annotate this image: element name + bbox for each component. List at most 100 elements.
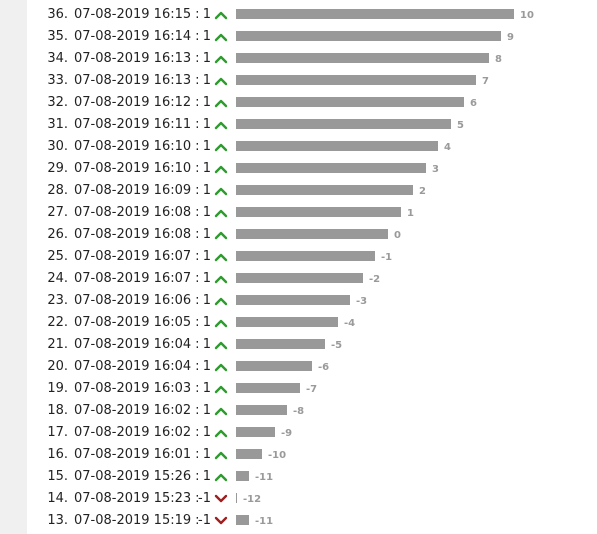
score-label: -11 bbox=[255, 472, 274, 483]
chevron-up-icon bbox=[214, 33, 228, 42]
entry-rank: 19. bbox=[47, 381, 68, 396]
list-item: 16. 07-08-2019 16:01:1 -10 bbox=[0, 443, 597, 465]
entry-vote-value: 1 bbox=[202, 183, 211, 198]
separator: : bbox=[195, 293, 200, 308]
entry-vote-value: -1 bbox=[198, 491, 211, 506]
score-bar bbox=[236, 405, 287, 415]
list-item: 32. 07-08-2019 16:12:1 6 bbox=[0, 91, 597, 113]
entry-vote-value: 1 bbox=[202, 381, 211, 396]
score-label: -4 bbox=[344, 318, 356, 329]
chevron-up-icon bbox=[214, 473, 228, 482]
chevron-up-icon bbox=[214, 297, 228, 306]
chevron-up-icon bbox=[214, 55, 228, 64]
score-label: -1 bbox=[381, 252, 393, 263]
separator: : bbox=[195, 227, 200, 242]
separator: : bbox=[195, 29, 200, 44]
entry-timestamp: 07-08-2019 16:08: bbox=[74, 205, 200, 220]
entry-timestamp: 07-08-2019 15:23: bbox=[74, 491, 200, 506]
score-label: 4 bbox=[444, 142, 451, 153]
entry-rank: 15. bbox=[47, 469, 68, 484]
separator: : bbox=[195, 447, 200, 462]
score-bar bbox=[236, 97, 464, 107]
timestamp-text: 07-08-2019 16:01 bbox=[74, 447, 192, 462]
chevron-up-icon bbox=[214, 385, 228, 394]
entry-timestamp: 07-08-2019 16:02: bbox=[74, 403, 200, 418]
entry-vote-value: 1 bbox=[202, 359, 211, 374]
list-item: 28. 07-08-2019 16:09:1 2 bbox=[0, 179, 597, 201]
score-label: 0 bbox=[394, 230, 401, 241]
entry-rank: 25. bbox=[47, 249, 68, 264]
entry-vote-value: 1 bbox=[202, 51, 211, 66]
timestamp-text: 07-08-2019 15:26 bbox=[74, 469, 192, 484]
entry-vote-value: 1 bbox=[202, 227, 211, 242]
entry-timestamp: 07-08-2019 16:05: bbox=[74, 315, 200, 330]
entry-rank: 18. bbox=[47, 403, 68, 418]
separator: : bbox=[195, 73, 200, 88]
separator: : bbox=[195, 205, 200, 220]
entry-timestamp: 07-08-2019 16:07: bbox=[74, 271, 200, 286]
score-bar bbox=[236, 449, 262, 459]
entry-vote-value: 1 bbox=[202, 469, 211, 484]
entry-timestamp: 07-08-2019 16:11: bbox=[74, 117, 200, 132]
chevron-down-icon bbox=[214, 494, 228, 503]
score-bar bbox=[236, 471, 249, 481]
entry-rank: 30. bbox=[47, 139, 68, 154]
entry-vote-value: 1 bbox=[202, 403, 211, 418]
list-item: 21. 07-08-2019 16:04:1 -5 bbox=[0, 333, 597, 355]
score-bar bbox=[236, 75, 476, 85]
list-item: 33. 07-08-2019 16:13:1 7 bbox=[0, 69, 597, 91]
list-item: 20. 07-08-2019 16:04:1 -6 bbox=[0, 355, 597, 377]
timestamp-text: 07-08-2019 16:08 bbox=[74, 227, 192, 242]
entry-rank: 24. bbox=[47, 271, 68, 286]
score-bar bbox=[236, 493, 237, 503]
list-item: 23. 07-08-2019 16:06:1 -3 bbox=[0, 289, 597, 311]
score-label: -5 bbox=[331, 340, 343, 351]
timestamp-text: 07-08-2019 15:23 bbox=[74, 491, 192, 506]
score-label: 9 bbox=[507, 32, 514, 43]
list-item: 26. 07-08-2019 16:08:1 0 bbox=[0, 223, 597, 245]
entry-timestamp: 07-08-2019 15:26: bbox=[74, 469, 200, 484]
list-item: 27. 07-08-2019 16:08:1 1 bbox=[0, 201, 597, 223]
chevron-up-icon bbox=[214, 99, 228, 108]
entry-timestamp: 07-08-2019 16:13: bbox=[74, 73, 200, 88]
timestamp-text: 07-08-2019 16:12 bbox=[74, 95, 192, 110]
list-item: 15. 07-08-2019 15:26:1 -11 bbox=[0, 465, 597, 487]
chevron-up-icon bbox=[214, 187, 228, 196]
list-item: 35. 07-08-2019 16:14:1 9 bbox=[0, 25, 597, 47]
separator: : bbox=[195, 359, 200, 374]
entry-vote-value: 1 bbox=[202, 249, 211, 264]
entry-timestamp: 07-08-2019 16:08: bbox=[74, 227, 200, 242]
entry-rank: 14. bbox=[47, 491, 68, 506]
timestamp-text: 07-08-2019 16:04 bbox=[74, 359, 192, 374]
list-item: 24. 07-08-2019 16:07:1 -2 bbox=[0, 267, 597, 289]
entry-vote-value: 1 bbox=[202, 161, 211, 176]
entry-timestamp: 07-08-2019 16:01: bbox=[74, 447, 200, 462]
score-bar bbox=[236, 229, 388, 239]
entry-rank: 27. bbox=[47, 205, 68, 220]
entry-rank: 21. bbox=[47, 337, 68, 352]
chevron-up-icon bbox=[214, 275, 228, 284]
score-label: -3 bbox=[356, 296, 368, 307]
chevron-up-icon bbox=[214, 231, 228, 240]
entry-rank: 34. bbox=[47, 51, 68, 66]
score-label: -6 bbox=[318, 362, 330, 373]
score-label: 7 bbox=[482, 76, 489, 87]
vote-history-list: 36. 07-08-2019 16:15:1 10 35. 07-08-2019 16:… bbox=[0, 3, 597, 531]
timestamp-text: 07-08-2019 16:14 bbox=[74, 29, 192, 44]
score-label: -11 bbox=[255, 516, 274, 527]
score-label: 6 bbox=[470, 98, 477, 109]
entry-rank: 17. bbox=[47, 425, 68, 440]
entry-vote-value: 1 bbox=[202, 315, 211, 330]
entry-rank: 13. bbox=[47, 513, 68, 528]
chevron-up-icon bbox=[214, 11, 228, 20]
entry-timestamp: 07-08-2019 16:04: bbox=[74, 337, 200, 352]
score-bar bbox=[236, 31, 501, 41]
timestamp-text: 07-08-2019 16:07 bbox=[74, 271, 192, 286]
score-bar bbox=[236, 317, 338, 327]
score-bar bbox=[236, 427, 275, 437]
score-bar bbox=[236, 163, 426, 173]
list-item: 18. 07-08-2019 16:02:1 -8 bbox=[0, 399, 597, 421]
entry-rank: 31. bbox=[47, 117, 68, 132]
score-bar bbox=[236, 295, 350, 305]
score-label: -7 bbox=[306, 384, 318, 395]
